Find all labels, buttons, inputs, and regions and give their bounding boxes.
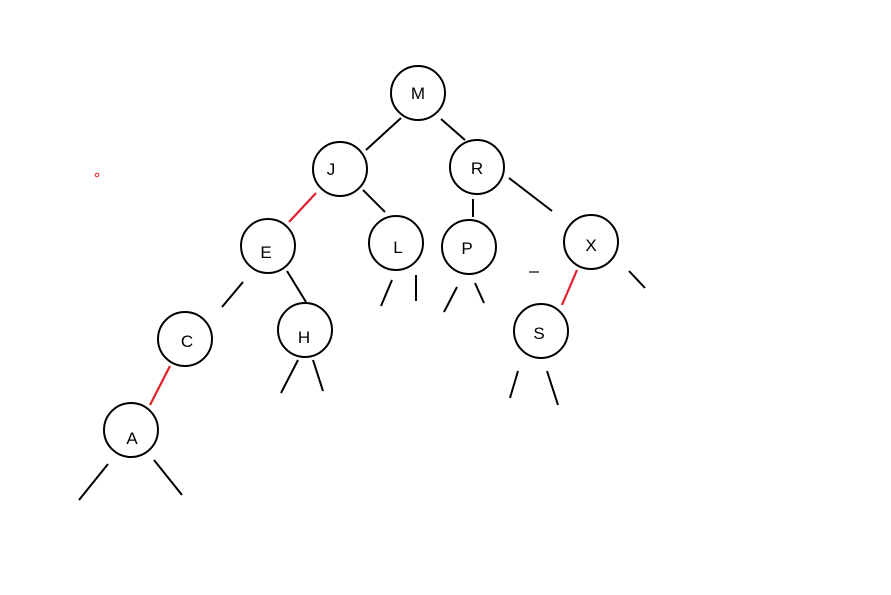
node-circle — [449, 139, 505, 195]
node-circle — [312, 141, 368, 197]
node-label: P — [461, 239, 472, 258]
tree-node-a: A — [103, 402, 159, 458]
node-circle — [441, 219, 497, 275]
link-x-s — [560, 269, 579, 306]
link-m-r — [440, 118, 466, 141]
stub-s-left — [509, 370, 519, 399]
tree-node-h: H — [277, 302, 333, 358]
node-label: A — [126, 429, 138, 448]
link-e-c — [221, 281, 244, 308]
tree-node-p: P — [441, 219, 497, 275]
node-label: C — [181, 332, 193, 351]
node-circle — [390, 65, 446, 121]
node-circle — [513, 303, 569, 359]
tree-node-c: C — [157, 311, 213, 367]
node-label: R — [471, 159, 483, 178]
node-circle — [157, 311, 213, 367]
stub-l-left — [380, 279, 393, 307]
tree-links — [149, 117, 579, 406]
link-e-h — [286, 270, 307, 303]
node-label: M — [411, 84, 425, 103]
stub-x-right — [628, 270, 646, 289]
stray-red-dot — [94, 172, 100, 178]
tree-node-m: M — [390, 65, 446, 121]
link-j-l — [362, 189, 386, 213]
stub-a-left — [78, 463, 109, 501]
stub-p-left — [443, 286, 458, 313]
node-circle — [277, 302, 333, 358]
tree-node-j: J — [312, 141, 368, 197]
tree-node-s: S — [513, 303, 569, 359]
stub-h-right — [312, 359, 324, 392]
tree-node-e: E — [240, 218, 296, 274]
stub-h-left — [280, 359, 299, 394]
node-circle — [103, 402, 159, 458]
node-circle — [240, 218, 296, 274]
null-leaf-stubs — [78, 270, 646, 501]
stub-p-right — [474, 282, 485, 304]
tree-node-r: R — [449, 139, 505, 195]
link-r-x — [508, 177, 553, 212]
tree-node-x: X — [563, 214, 619, 270]
node-label: L — [393, 238, 402, 257]
tree-node-l: L — [368, 215, 424, 271]
link-j-e — [288, 192, 317, 223]
node-circle — [563, 214, 619, 270]
node-circle — [368, 215, 424, 271]
node-label: H — [298, 328, 310, 347]
link-m-j — [365, 117, 402, 151]
node-label: X — [585, 236, 596, 255]
node-label: S — [533, 324, 544, 343]
link-c-a — [149, 365, 171, 406]
node-label: E — [260, 243, 271, 262]
node-label: J — [327, 160, 336, 179]
stub-s-right — [546, 370, 559, 406]
stub-a-right — [153, 459, 183, 496]
